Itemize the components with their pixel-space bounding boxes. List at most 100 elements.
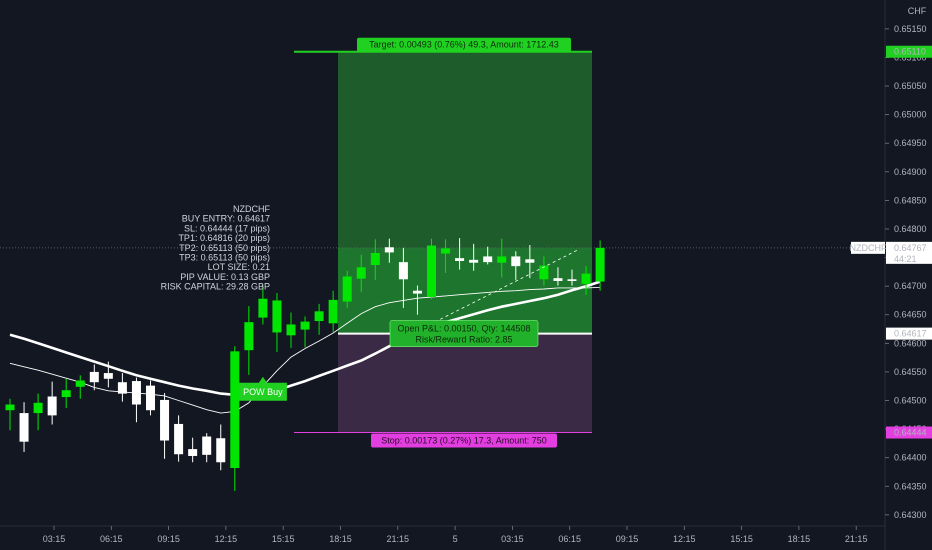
bull-candle[interactable] — [370, 252, 380, 265]
price-tick-label: 0.64500 — [894, 396, 927, 406]
bull-candle[interactable] — [595, 247, 605, 282]
bear-candle[interactable] — [89, 371, 99, 383]
price-tick-label: 0.64900 — [894, 167, 927, 177]
bull-candle[interactable] — [497, 256, 507, 263]
stop-label-box — [371, 433, 557, 448]
bear-candle[interactable] — [160, 399, 170, 441]
bear-candle[interactable] — [525, 259, 535, 263]
bull-candle[interactable] — [272, 300, 282, 333]
bull-candle[interactable] — [314, 311, 324, 322]
price-tick-label: 0.65000 — [894, 110, 927, 120]
bull-candle[interactable] — [258, 298, 268, 318]
bull-candle[interactable] — [5, 404, 15, 411]
price-tick-label: 0.64600 — [894, 338, 927, 348]
bear-candle[interactable] — [188, 449, 198, 456]
info-line: NZDCHF — [233, 204, 270, 214]
stop-zone — [338, 333, 592, 433]
stop-price-tag-label: 0.64444 — [894, 428, 927, 438]
bear-candle[interactable] — [146, 385, 155, 411]
bear-candle[interactable] — [103, 373, 113, 379]
bull-candle[interactable] — [286, 324, 296, 336]
target-label-box — [357, 37, 571, 52]
time-tick-label: 5 — [453, 534, 458, 544]
price-tick-label: 0.64350 — [894, 481, 927, 491]
pnl-label: Open P&L: 0.00150, Qty: 144508 — [397, 324, 530, 334]
target-price-tag-label: 0.65110 — [894, 47, 926, 57]
bull-candle[interactable] — [61, 390, 71, 398]
bear-candle[interactable] — [412, 290, 422, 294]
price-tick-label: 0.64550 — [894, 367, 927, 377]
bear-candle[interactable] — [511, 256, 521, 267]
pow-buy-label: POW Buy — [243, 387, 283, 397]
time-tick-label: 09:15 — [157, 534, 180, 544]
current-price-tag — [886, 241, 932, 264]
bear-candle[interactable] — [47, 396, 57, 416]
currency-label: CHF — [908, 6, 927, 16]
time-tick-label: 06:15 — [558, 534, 581, 544]
bull-candle[interactable] — [33, 402, 43, 414]
time-tick-label: 18:15 — [329, 534, 352, 544]
bull-candle[interactable] — [581, 273, 591, 284]
bull-candle[interactable] — [356, 267, 366, 279]
time-tick-label: 15:15 — [730, 534, 753, 544]
bear-candle[interactable] — [117, 382, 127, 394]
bull-candle[interactable] — [328, 299, 338, 324]
bull-candle[interactable] — [75, 380, 85, 387]
bear-candle[interactable] — [174, 423, 184, 455]
price-tick-label: 0.64650 — [894, 310, 927, 320]
info-line: TP1: 0.64816 (20 pips) — [178, 233, 270, 243]
bull-candle[interactable] — [539, 265, 549, 280]
bull-candle[interactable] — [300, 321, 310, 330]
time-tick-label: 18:15 — [788, 534, 811, 544]
bear-candle[interactable] — [567, 279, 577, 282]
time-tick-label: 12:15 — [673, 534, 696, 544]
entry-price-tag-label: 0.64617 — [894, 329, 927, 339]
bear-candle[interactable] — [398, 262, 408, 280]
symbol-tag-label: NZDCHF — [850, 243, 887, 253]
bull-candle[interactable] — [342, 276, 352, 302]
bear-candle[interactable] — [553, 278, 563, 282]
price-axis[interactable] — [885, 0, 932, 550]
time-tick-label: 15:15 — [272, 534, 295, 544]
stop-label: Stop: 0.00173 (0.27%) 17.3, Amount: 750 — [381, 436, 547, 446]
bull-candle[interactable] — [230, 351, 240, 468]
price-tick-label: 0.64400 — [894, 453, 927, 463]
current-price-tag-label: 0.64767 — [894, 243, 927, 253]
bull-candle[interactable] — [244, 322, 254, 351]
info-line: LOT SIZE: 0.21 — [208, 262, 270, 272]
time-tick-label: 03:15 — [43, 534, 66, 544]
open-profit-area — [338, 247, 592, 334]
info-line: TP2: 0.65113 (50 pips) — [179, 243, 270, 253]
info-line: SL: 0.64444 (17 pips) — [184, 223, 270, 233]
bear-candle[interactable] — [384, 247, 394, 253]
bear-candle[interactable] — [483, 256, 493, 263]
rr-label: Risk/Reward Ratio: 2.85 — [415, 335, 512, 345]
pnl-trend-line — [391, 249, 579, 344]
time-tick-label: 21:15 — [845, 534, 868, 544]
price-tick-label: 0.65050 — [894, 81, 927, 91]
bull-candle[interactable] — [427, 245, 436, 298]
bear-candle[interactable] — [469, 259, 479, 263]
info-line: PIP VALUE: 0.13 GBP — [180, 272, 270, 282]
bull-candle[interactable] — [441, 248, 451, 254]
symbol-tag — [851, 241, 885, 254]
bear-candle[interactable] — [131, 381, 141, 405]
time-tick-label: 09:15 — [616, 534, 639, 544]
current-price-countdown: 44:21 — [894, 254, 917, 264]
bear-candle[interactable] — [19, 413, 29, 442]
info-line: RISK CAPITAL: 29.28 GBP — [161, 282, 270, 292]
bear-candle[interactable] — [455, 258, 465, 261]
target-price-tag — [886, 45, 932, 58]
fast-moving-average — [9, 286, 601, 414]
time-tick-label: 21:15 — [387, 534, 410, 544]
pow-buy-marker[interactable] — [238, 376, 287, 401]
entry-price-tag — [886, 327, 932, 340]
bear-candle[interactable] — [216, 438, 226, 463]
time-tick-label: 03:15 — [501, 534, 524, 544]
price-tick-label: 0.64800 — [894, 224, 927, 234]
info-line: TP3: 0.65113 (50 pips) — [179, 253, 270, 263]
price-tick-label: 0.65150 — [894, 24, 927, 34]
bear-candle[interactable] — [202, 436, 212, 455]
price-tick-label: 0.64700 — [894, 281, 927, 291]
